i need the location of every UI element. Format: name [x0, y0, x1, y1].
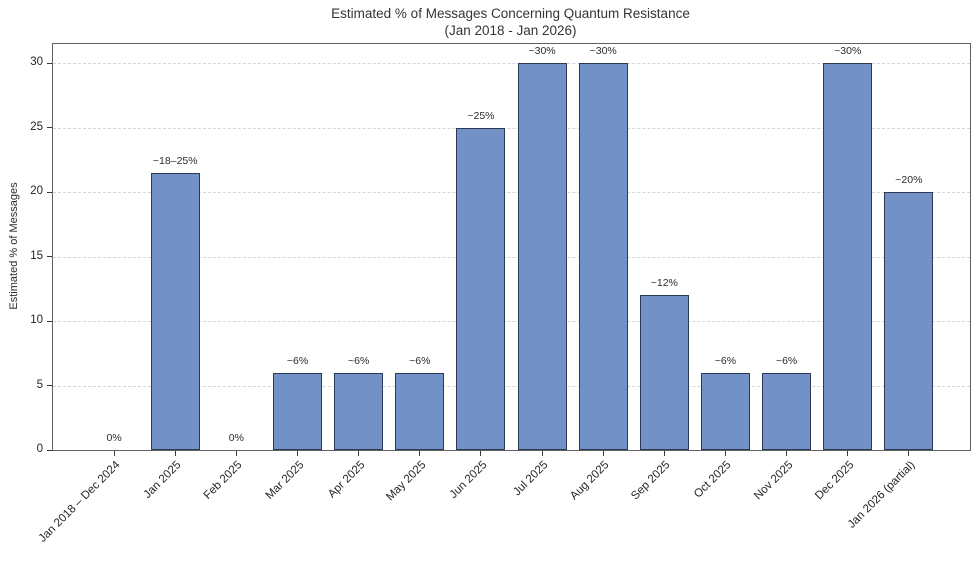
bar	[517, 63, 567, 450]
x-tick-mark	[480, 451, 482, 456]
grid-line	[53, 192, 970, 194]
y-tick-mark	[47, 62, 52, 64]
x-tick-mark	[174, 451, 176, 456]
x-tick-mark	[908, 451, 910, 456]
y-tick-label: 0	[36, 443, 43, 455]
bar-value-label: ~30%	[834, 45, 862, 58]
x-tick-mark	[113, 451, 115, 456]
y-tick-label: 15	[30, 249, 43, 262]
plot-area: 0 5 10 15 20 25 30 0% Jan 2018 – Dec 2024 ~18–25%…	[30, 43, 971, 545]
bar-value-label: ~30%	[589, 45, 617, 58]
chart-title: Estimated % of Messages Concerning Quant…	[331, 6, 690, 21]
grid-line	[53, 256, 970, 258]
grid-line	[53, 321, 970, 323]
bar	[578, 63, 628, 450]
x-tick-mark	[724, 451, 726, 456]
bar-value-label: 0%	[228, 432, 244, 444]
y-tick-label: 10	[30, 314, 43, 327]
bar-value-label: ~12%	[650, 277, 678, 290]
bar-value-label: ~6%	[775, 354, 798, 367]
bar	[334, 372, 384, 450]
bar	[456, 127, 506, 450]
bar-value-label: ~20%	[895, 174, 923, 187]
x-tick-mark	[602, 451, 604, 456]
y-tick-label: 5	[36, 378, 43, 391]
y-tick-mark	[47, 191, 52, 193]
x-tick-mark	[847, 451, 849, 456]
bar	[884, 192, 934, 450]
y-tick-label: 30	[30, 56, 43, 69]
y-tick-label: 20	[30, 185, 43, 198]
y-tick-mark	[47, 385, 52, 387]
x-tick-mark	[419, 451, 421, 456]
chart-title-block: Estimated % of Messages Concerning Quant…	[52, 5, 969, 39]
bar	[762, 372, 812, 450]
y-tick-mark	[47, 449, 52, 451]
x-tick-mark	[663, 451, 665, 456]
x-tick-mark	[235, 451, 237, 456]
bar	[395, 372, 445, 450]
y-tick-mark	[47, 320, 52, 322]
bar-value-label: ~6%	[409, 354, 431, 367]
grid-line	[53, 127, 970, 129]
y-tick-mark	[47, 127, 52, 129]
x-tick-mark	[358, 451, 360, 456]
bar-value-label: ~6%	[348, 354, 370, 367]
bar-value-label: ~6%	[714, 354, 737, 367]
bar	[150, 172, 200, 450]
chart-subtitle: (Jan 2018 - Jan 2026)	[444, 23, 577, 38]
grid-line	[53, 385, 970, 387]
bar-value-label: ~30%	[528, 45, 556, 58]
y-tick-mark	[47, 256, 52, 258]
bar-value-label: 0%	[106, 432, 122, 444]
bar-value-label: ~6%	[286, 354, 309, 367]
y-tick-label: 25	[30, 120, 43, 133]
bar	[823, 63, 873, 450]
x-tick-mark	[786, 451, 788, 456]
x-tick-mark	[297, 451, 299, 456]
x-tick-mark	[541, 451, 543, 456]
bar	[700, 372, 750, 450]
bar	[273, 372, 323, 450]
y-axis-label: Estimated % of Messages	[8, 182, 20, 310]
bar-value-label: ~18–25%	[152, 154, 198, 167]
grid-line	[53, 63, 970, 65]
bar	[639, 295, 689, 450]
bar-value-label: ~25%	[467, 109, 495, 122]
